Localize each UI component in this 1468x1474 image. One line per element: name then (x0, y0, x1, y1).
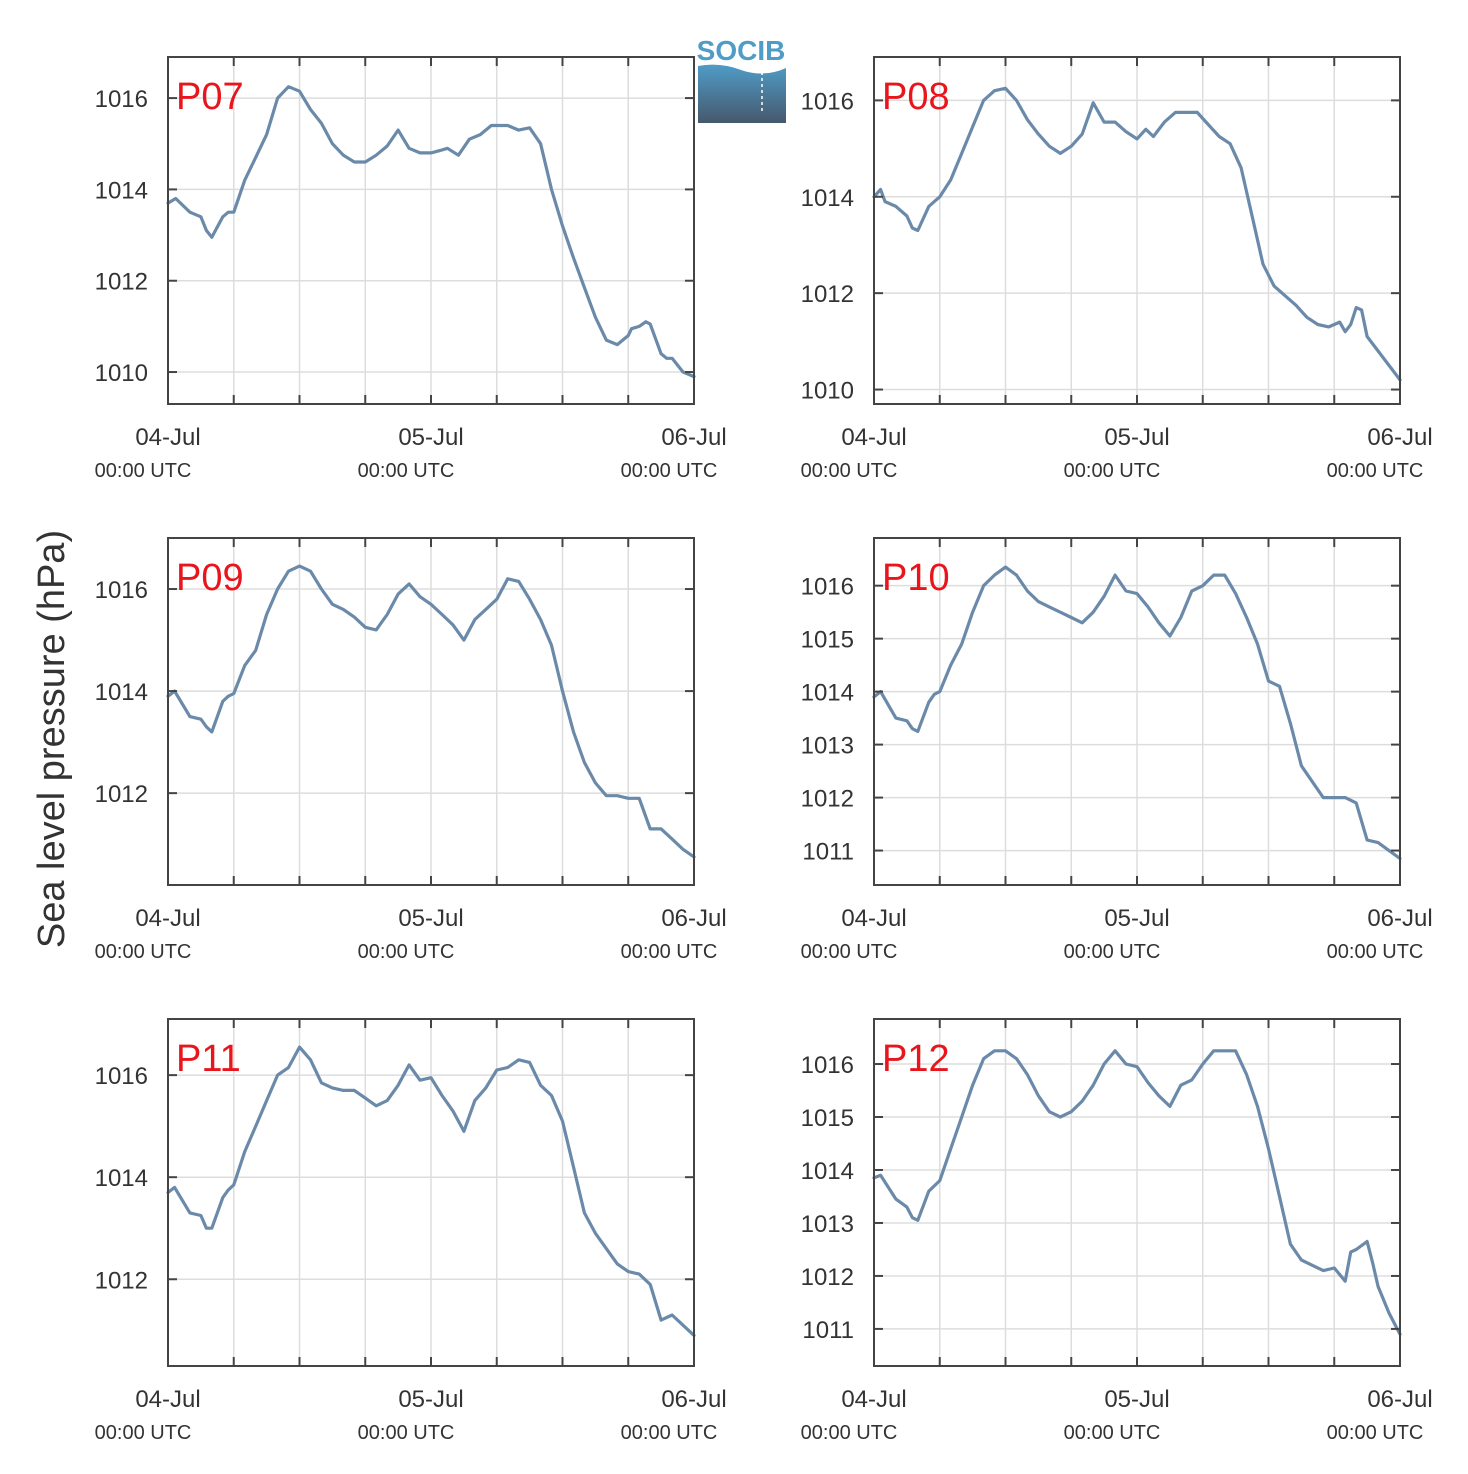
y-axis-label: Sea level pressure (hPa) (31, 530, 73, 948)
y-tick-label: 1014 (95, 1165, 148, 1192)
x-tick-label-time: 00:00 UTC (1064, 1422, 1161, 1444)
pressure-line-p07 (166, 85, 696, 379)
panel-p11: 1012 1014 1016 04-Jul 00:00 UTC 05-Jul 00:00 U… (95, 1018, 727, 1444)
station-label: P11 (176, 1038, 241, 1080)
station-label: P08 (882, 76, 950, 118)
y-tick-label: 1014 (95, 177, 148, 204)
logo-wave-shape (698, 64, 786, 123)
y-tick-label: 1014 (801, 680, 854, 707)
x-tick-label-date: 06-Jul (661, 424, 726, 451)
x-tick-label-time: 00:00 UTC (621, 1422, 718, 1444)
x-tick-label-time: 00:00 UTC (621, 460, 718, 482)
y-tick-label: 1010 (95, 360, 148, 387)
y-tick-label: 1016 (95, 1063, 148, 1090)
x-tick-label-date: 04-Jul (841, 424, 906, 451)
x-tick-label-date: 06-Jul (1367, 905, 1432, 932)
x-tick-label-time: 00:00 UTC (358, 460, 455, 482)
y-tick-label: 1011 (802, 839, 854, 866)
x-tick-label-time: 00:00 UTC (801, 941, 898, 963)
pressure-line-p12 (872, 1049, 1402, 1336)
socib-logo: SOCIB (697, 35, 786, 123)
y-tick-label: 1014 (95, 679, 148, 706)
y-tick-label: 1013 (801, 1211, 854, 1238)
y-tick-label: 1012 (95, 781, 148, 808)
y-tick-label: 1015 (801, 627, 854, 654)
panel-p12: 1011 1012 1013 1014 1015 1016 04-Jul 00:00 UTC 0… (801, 1018, 1433, 1444)
panel-p09: 1012 1014 1016 04-Jul 00:00 UTC 05-Jul 00:00 U… (95, 537, 727, 963)
y-tick-label: 1012 (801, 1264, 854, 1291)
x-tick-label-date: 04-Jul (135, 424, 200, 451)
x-tick-label-date: 04-Jul (135, 905, 200, 932)
x-tick-label-date: 06-Jul (1367, 424, 1432, 451)
x-tick-label-date: 06-Jul (661, 1386, 726, 1413)
x-tick-label-time: 00:00 UTC (95, 941, 192, 963)
x-tick-label-time: 00:00 UTC (1327, 941, 1424, 963)
x-tick-label-time: 00:00 UTC (95, 1422, 192, 1444)
x-tick-label-time: 00:00 UTC (1064, 460, 1161, 482)
x-tick-label-time: 00:00 UTC (1064, 941, 1161, 963)
y-tick-label: 1012 (801, 281, 854, 308)
x-tick-label-date: 06-Jul (1367, 1386, 1432, 1413)
y-tick-label: 1016 (801, 1052, 854, 1079)
x-tick-label-date: 05-Jul (1104, 424, 1169, 451)
x-tick-label-time: 00:00 UTC (621, 941, 718, 963)
x-tick-label-time: 00:00 UTC (1327, 1422, 1424, 1444)
panel-p10: 1011 1012 1013 1014 1015 1016 04-Jul 00:00 UTC 0… (801, 537, 1433, 963)
x-tick-label-time: 00:00 UTC (358, 1422, 455, 1444)
pressure-line-p11 (166, 1045, 696, 1338)
station-label: P09 (176, 557, 244, 599)
y-tick-label: 1016 (801, 574, 854, 601)
y-tick-label: 1013 (801, 733, 854, 760)
x-tick-label-date: 05-Jul (398, 424, 463, 451)
y-tick-label: 1014 (801, 185, 854, 212)
pressure-line-p09 (166, 564, 696, 859)
x-tick-label-date: 04-Jul (841, 905, 906, 932)
x-tick-label-date: 05-Jul (1104, 905, 1169, 932)
x-tick-label-date: 06-Jul (661, 905, 726, 932)
y-tick-label: 1012 (95, 1267, 148, 1294)
y-tick-label: 1015 (801, 1105, 854, 1132)
x-tick-label-time: 00:00 UTC (1327, 460, 1424, 482)
logo-text: SOCIB (697, 35, 786, 66)
station-label: P10 (882, 557, 950, 599)
pressure-line-p10 (872, 565, 1402, 861)
y-tick-label: 1016 (95, 577, 148, 604)
y-tick-label: 1016 (801, 88, 854, 115)
y-tick-label: 1012 (801, 786, 854, 813)
x-tick-label-time: 00:00 UTC (358, 941, 455, 963)
pressure-line-p08 (872, 86, 1402, 382)
y-tick-label: 1014 (801, 1158, 854, 1185)
station-label: P07 (176, 76, 244, 118)
x-tick-label-date: 05-Jul (398, 905, 463, 932)
y-tick-label: 1010 (801, 378, 854, 405)
x-tick-label-date: 05-Jul (1104, 1386, 1169, 1413)
station-label: P12 (882, 1038, 950, 1080)
x-tick-label-time: 00:00 UTC (801, 1422, 898, 1444)
panel-p07: 1010 1012 1014 1016 04-Jul 00:00 UTC 05-Jul 00:… (95, 56, 727, 482)
x-tick-label-date: 05-Jul (398, 1386, 463, 1413)
y-tick-label: 1016 (95, 86, 148, 113)
x-tick-label-date: 04-Jul (841, 1386, 906, 1413)
x-tick-label-time: 00:00 UTC (95, 460, 192, 482)
x-tick-label-time: 00:00 UTC (801, 460, 898, 482)
y-tick-label: 1012 (95, 269, 148, 296)
panel-p08: 1010 1012 1014 1016 04-Jul 00:00 UTC 05-Jul 00:… (801, 56, 1433, 482)
y-tick-label: 1011 (802, 1317, 854, 1344)
x-tick-label-date: 04-Jul (135, 1386, 200, 1413)
